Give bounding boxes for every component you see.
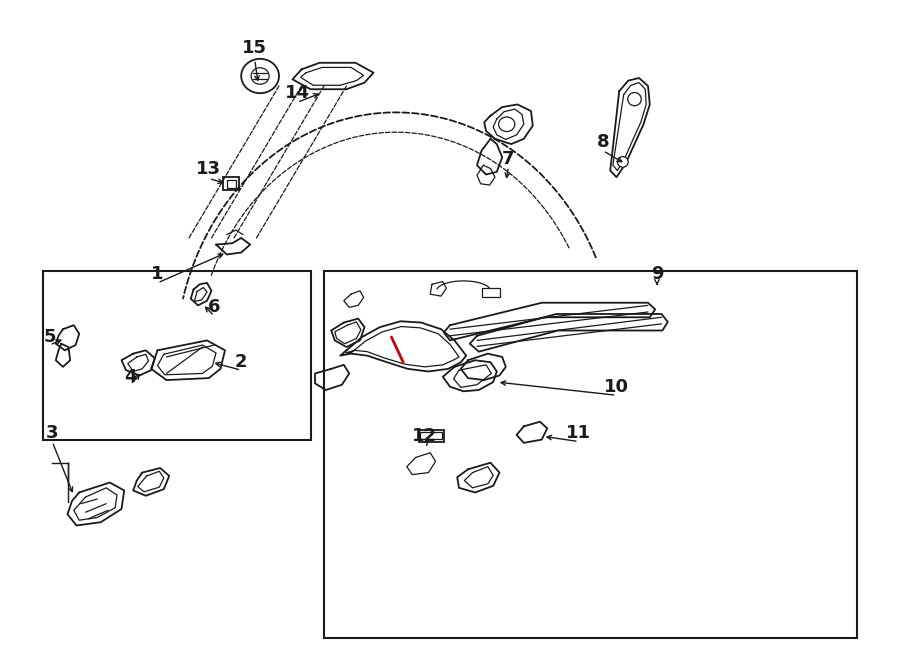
Text: 10: 10 [604,377,629,396]
Text: 15: 15 [242,38,267,57]
Text: 14: 14 [284,83,310,102]
Text: 5: 5 [43,328,56,346]
Bar [420,432,442,439]
Text: 13: 13 [196,159,221,178]
Ellipse shape [251,67,269,85]
Text: 11: 11 [566,424,591,442]
Text: 4: 4 [124,368,137,386]
Bar [482,288,500,297]
Ellipse shape [499,117,515,132]
Text: 6: 6 [208,298,220,317]
Text: 12: 12 [412,427,437,446]
Bar [43,271,311,440]
Text: 3: 3 [46,424,58,442]
Text: 1: 1 [151,265,164,284]
Text: 7: 7 [502,149,515,168]
Bar [418,430,444,442]
Bar [324,271,857,638]
Bar [227,180,236,188]
Text: 9: 9 [651,265,663,284]
Ellipse shape [617,157,628,167]
Text: 8: 8 [597,133,609,151]
Bar [223,177,239,190]
Text: 2: 2 [235,353,248,371]
Ellipse shape [628,93,641,106]
Ellipse shape [241,59,279,93]
